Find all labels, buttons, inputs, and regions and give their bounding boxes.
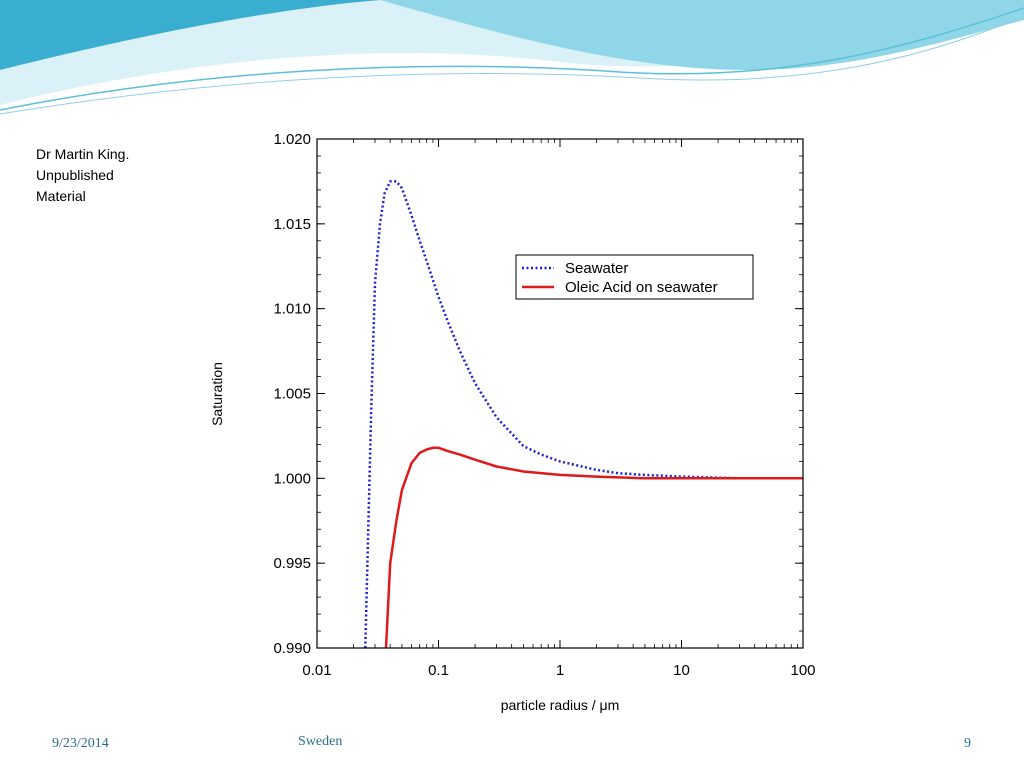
wave-band-dark [0,0,380,70]
series-line-oleic-acid [384,446,803,649]
series-line-seawater [364,180,803,649]
wave-band-mid [380,0,1024,71]
author-note-line-1: Dr Martin King. [36,146,130,162]
chart-panel: 0.990 0.995 1.000 1.005 1.010 1.015 1.020 0.01 0… [208,118,848,714]
x-tick-label: 100 [790,662,815,679]
footer-date: 9/23/2014 [52,736,109,751]
series-layer [364,180,803,649]
x-tick-label: 0.1 [428,662,449,679]
wave-line-2 [0,15,1024,115]
wave-line-1 [0,7,1024,111]
legend-label-seawater: Seawater [565,260,628,277]
page-number: 9 [964,736,971,751]
legend-box [515,254,754,300]
legend-label-oleic: Oleic Acid on seawater [565,279,718,296]
y-tick-label: 0.995 [273,555,311,572]
saturation-chart: 0.990 0.995 1.000 1.005 1.010 1.015 1.020 0.01 0… [209,131,816,713]
x-tick-label: 10 [673,662,690,679]
y-axis-label: Saturation [209,362,225,426]
y-tick-label: 1.010 [273,301,311,318]
x-axis-label: particle radius / μm [501,697,620,713]
x-tick-label: 0.01 [302,662,331,679]
author-note: Dr Martin King. Unpublished Material [36,144,176,207]
author-note-line-3: Material [36,188,86,204]
y-tick-label: 0.990 [273,640,311,657]
legend: Seawater Oleic Acid on seawater [515,254,754,300]
tick-marks [316,138,804,649]
plot-frame [316,138,804,649]
tick-labels: 0.990 0.995 1.000 1.005 1.010 1.015 1.020 0.01 0… [273,131,815,679]
y-tick-label: 1.005 [273,386,311,403]
footer-center-text: Sweden [298,734,343,749]
author-note-line-2: Unpublished [36,167,114,183]
x-tick-label: 1 [556,662,564,679]
y-tick-label: 1.015 [273,216,311,233]
y-tick-label: 1.000 [273,470,311,487]
header-wave-decoration [0,0,1024,115]
y-tick-label: 1.020 [273,131,311,148]
